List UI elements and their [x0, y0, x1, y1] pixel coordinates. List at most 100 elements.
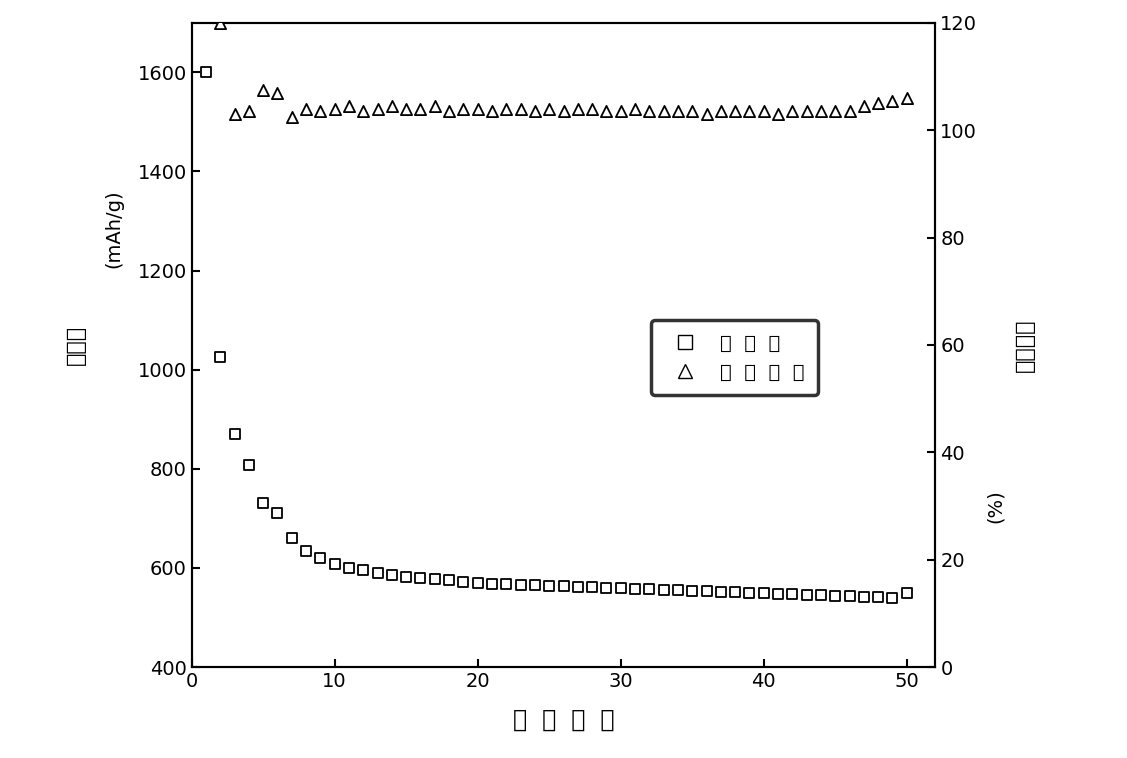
Point [855, 100, 873, 112]
Point [240, 105, 258, 117]
Point [311, 105, 329, 117]
Point [569, 102, 587, 114]
Point [397, 102, 415, 114]
Point [254, 497, 272, 509]
Point [640, 105, 658, 117]
Point [540, 102, 558, 114]
Point [625, 583, 644, 595]
Point [469, 102, 487, 114]
Point [354, 564, 372, 577]
Point [783, 588, 801, 600]
Point [554, 105, 573, 117]
Point [826, 105, 844, 117]
Point [369, 567, 387, 579]
Point [197, 66, 215, 78]
Point [583, 581, 601, 594]
Point [869, 97, 887, 109]
Point [225, 428, 243, 440]
Point [483, 578, 502, 590]
Point [512, 578, 530, 590]
Point [740, 587, 758, 599]
Point [811, 589, 829, 601]
Point [483, 105, 502, 117]
Point [683, 584, 701, 597]
Point [225, 108, 243, 120]
Point [383, 100, 401, 112]
Point [726, 105, 744, 117]
Point [426, 573, 444, 585]
Point [383, 569, 401, 581]
Text: 库伦效率: 库伦效率 [1014, 318, 1035, 371]
Point [268, 507, 286, 519]
Point [811, 105, 829, 117]
Point [841, 105, 859, 117]
Point [369, 102, 387, 114]
Point [397, 571, 415, 583]
Legend: 比  容  量, 库  伦  效  率: 比 容 量, 库 伦 效 率 [651, 321, 818, 395]
Point [526, 579, 544, 591]
Point [454, 576, 472, 588]
Point [769, 587, 787, 600]
Text: (%): (%) [985, 489, 1004, 523]
Point [755, 587, 773, 600]
Point [884, 591, 902, 603]
Point [426, 100, 444, 112]
Point [655, 105, 673, 117]
Point [755, 105, 773, 117]
Point [298, 544, 316, 556]
Point [798, 589, 816, 601]
Point [640, 583, 658, 595]
Text: (mAh/g): (mAh/g) [104, 190, 123, 268]
Point [283, 532, 301, 544]
Point [712, 586, 730, 598]
Point [411, 572, 429, 584]
Point [311, 552, 329, 564]
Point [625, 102, 644, 114]
Point [497, 578, 515, 590]
Point [597, 105, 615, 117]
Point [440, 105, 458, 117]
Point [254, 84, 272, 96]
Point [698, 108, 716, 120]
Point [869, 591, 887, 603]
Point [497, 102, 515, 114]
Point [698, 585, 716, 597]
Point [583, 102, 601, 114]
Point [655, 584, 673, 596]
Point [326, 559, 344, 571]
Point [454, 102, 472, 114]
Point [411, 102, 429, 114]
Point [512, 102, 530, 114]
Point [298, 102, 316, 114]
Point [283, 111, 301, 123]
Point [898, 92, 916, 104]
Point [440, 575, 458, 587]
Point [669, 584, 687, 597]
Point [826, 590, 844, 602]
Point [326, 102, 344, 114]
Point [268, 86, 286, 99]
Point [354, 105, 372, 117]
Point [340, 562, 358, 574]
Point [340, 100, 358, 112]
Point [569, 581, 587, 593]
Point [841, 590, 859, 603]
Point [683, 105, 701, 117]
Point [740, 105, 758, 117]
Point [898, 587, 916, 599]
X-axis label: 循  环  序  号: 循 环 序 号 [513, 707, 614, 731]
Point [469, 577, 487, 589]
Point [726, 586, 744, 598]
Point [211, 17, 229, 29]
Point [540, 580, 558, 592]
Point [712, 105, 730, 117]
Point [669, 105, 687, 117]
Point [884, 95, 902, 107]
Point [798, 105, 816, 117]
Point [526, 105, 544, 117]
Point [769, 108, 787, 120]
Point [855, 590, 873, 603]
Point [612, 105, 630, 117]
Point [240, 459, 258, 471]
Point [211, 351, 229, 363]
